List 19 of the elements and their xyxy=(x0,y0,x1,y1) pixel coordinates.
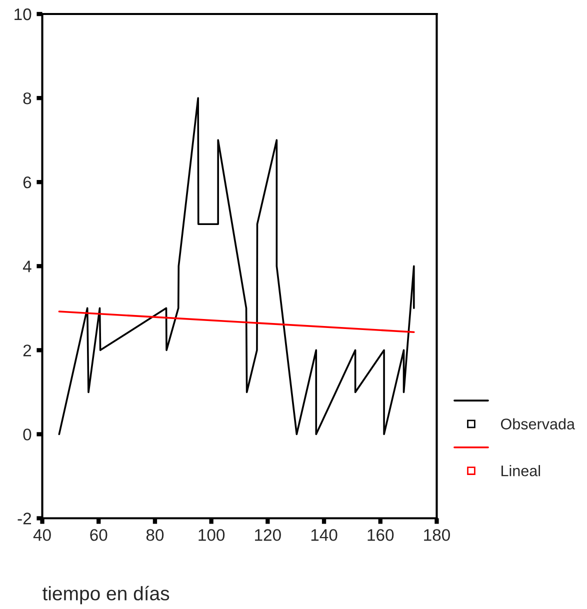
line-series xyxy=(58,97,415,436)
x-tick-label: 100 xyxy=(198,529,225,541)
y-tick-label: 2 xyxy=(23,344,32,356)
y-tick-label: 6 xyxy=(23,176,32,188)
legend-label: Lineal xyxy=(502,465,540,476)
y-tick-label: 4 xyxy=(22,260,32,272)
x-tick-label: 160 xyxy=(368,529,394,541)
x-tick-label: 60 xyxy=(90,529,108,541)
x-tick-label: 80 xyxy=(146,529,164,541)
legend-label: Observada xyxy=(500,418,575,430)
x-axis-title: tiempo en días xyxy=(42,586,170,604)
y-tick-label: -2 xyxy=(18,512,32,524)
y-tick-label: 8 xyxy=(23,92,32,104)
x-tick-label: 120 xyxy=(255,529,281,541)
y-tick-label: 0 xyxy=(23,428,32,440)
x-tick-label: 40 xyxy=(33,529,51,541)
x-tick-label: 140 xyxy=(311,529,338,541)
y-tick-label: 10 xyxy=(14,8,32,20)
x-tick-label: 180 xyxy=(424,529,450,541)
